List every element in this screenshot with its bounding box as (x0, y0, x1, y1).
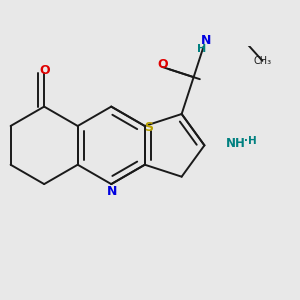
Text: N: N (201, 34, 211, 47)
Text: O: O (158, 58, 168, 71)
Text: CH₃: CH₃ (254, 56, 272, 66)
Text: N: N (107, 184, 117, 198)
Text: S: S (144, 121, 153, 134)
Text: NH: NH (226, 137, 246, 150)
Text: ·H: ·H (244, 136, 257, 146)
Text: H: H (196, 44, 206, 54)
Text: O: O (40, 64, 50, 77)
